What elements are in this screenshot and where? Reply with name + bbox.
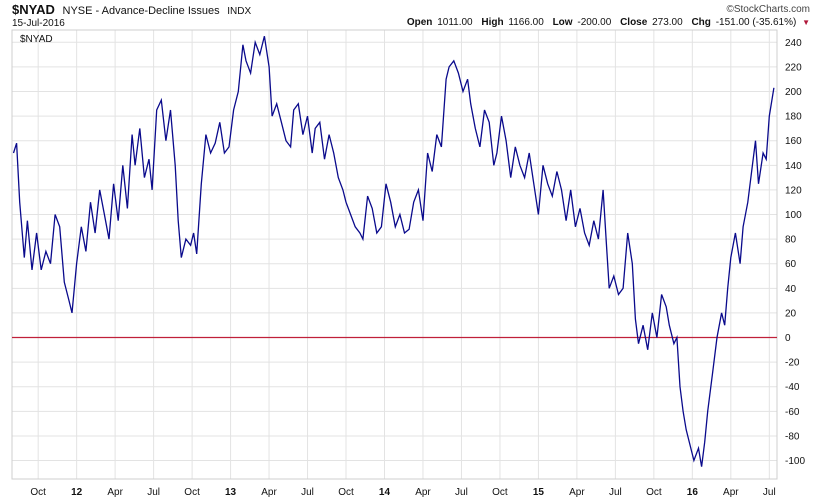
x-tick-label: Jul — [455, 487, 468, 498]
x-tick-label: Jul — [147, 487, 160, 498]
y-tick-label: -80 — [785, 431, 800, 442]
watermark: ©StockCharts.com — [726, 4, 810, 15]
open-value: 1011.00 — [437, 17, 473, 28]
y-tick-label: -40 — [785, 382, 800, 393]
y-tick-label: -60 — [785, 407, 800, 418]
y-tick-label: 180 — [785, 112, 802, 123]
x-tick-label: Apr — [415, 487, 431, 498]
symbol-label: $NYAD — [12, 2, 55, 17]
x-tick-label: Apr — [723, 487, 739, 498]
legend-label: $NYAD — [20, 34, 53, 45]
y-tick-label: 140 — [785, 161, 802, 172]
date-label: 15-Jul-2016 — [12, 18, 65, 29]
series-nyad-line — [12, 36, 775, 467]
chg-value: -151.00 (-35.61%) — [716, 17, 797, 28]
x-tick-label: Jul — [609, 487, 622, 498]
low-label: Low — [553, 17, 573, 28]
plot-frame — [11, 29, 778, 480]
x-tick-label: Apr — [569, 487, 585, 498]
description-label: NYSE - Advance-Decline Issues — [63, 5, 221, 17]
y-axis: 240220200180160140120100806040200-20-40-… — [785, 38, 805, 467]
x-tick-label: Apr — [107, 487, 123, 498]
y-tick-label: 220 — [785, 62, 802, 73]
high-label: High — [481, 17, 503, 28]
x-tick-label: Oct — [646, 487, 662, 498]
x-tick-label: Apr — [261, 487, 277, 498]
x-axis: Oct 12 Apr Jul Oct 13 Apr Jul Oct 14 Apr Jul Oct 15 Ap… — [30, 487, 775, 498]
x-tick-label: Jul — [763, 487, 776, 498]
close-value: 273.00 — [652, 17, 683, 28]
x-tick-label: 14 — [379, 487, 391, 498]
x-tick-label: Oct — [338, 487, 354, 498]
y-tick-label: 160 — [785, 136, 802, 147]
x-tick-label: Jul — [301, 487, 314, 498]
svg-text:$NYAD NYSE - Advance-Decli: $NYAD NYSE - Advance-Decline Issues INDX — [12, 2, 251, 17]
x-tick-label: 16 — [687, 487, 699, 498]
chg-label: Chg — [691, 17, 710, 28]
x-tick-label: Oct — [184, 487, 200, 498]
x-tick-label: 12 — [71, 487, 83, 498]
x-tick-label: 15 — [533, 487, 545, 498]
y-tick-label: 40 — [785, 284, 797, 295]
y-tick-label: 200 — [785, 87, 802, 98]
y-tick-label: 80 — [785, 235, 797, 246]
exchange-label: INDX — [227, 6, 251, 17]
x-tick-label: Oct — [30, 487, 46, 498]
y-tick-label: -20 — [785, 358, 800, 369]
x-tick-label: Oct — [492, 487, 508, 498]
y-tick-label: 0 — [785, 333, 791, 344]
grid-lines — [12, 30, 777, 479]
chg-down-arrow-icon: ▼ — [802, 18, 810, 27]
y-tick-label: 20 — [785, 308, 797, 319]
high-value: 1166.00 — [508, 17, 544, 28]
y-tick-label: 100 — [785, 210, 802, 221]
y-tick-label: 120 — [785, 185, 802, 196]
close-label: Close — [620, 17, 648, 28]
ohlc-readout: Open 1011.00 High 1166.00 Low -200.00 Cl… — [407, 17, 810, 28]
x-tick-label: 13 — [225, 487, 237, 498]
y-tick-label: 240 — [785, 38, 802, 49]
y-tick-label: 60 — [785, 259, 797, 270]
open-label: Open — [407, 17, 433, 28]
low-value: -200.00 — [577, 17, 611, 28]
y-tick-label: -100 — [785, 456, 805, 467]
